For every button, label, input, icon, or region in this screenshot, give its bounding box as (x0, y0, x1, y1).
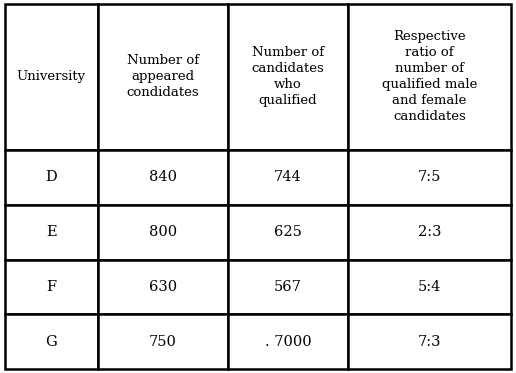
Bar (98, 150, 228, 205)
Text: 625: 625 (274, 225, 302, 239)
Bar (348, 314, 511, 369)
Bar (98, 4, 228, 150)
Text: 567: 567 (274, 280, 302, 294)
Text: 7:5: 7:5 (417, 170, 441, 184)
Bar (98, 205, 228, 260)
Bar (348, 205, 511, 260)
Bar (5, 260, 98, 314)
Bar (228, 4, 348, 150)
Bar (228, 150, 348, 205)
Text: Number of
appeared
condidates: Number of appeared condidates (126, 54, 199, 99)
Text: 5:4: 5:4 (417, 280, 441, 294)
Text: 630: 630 (149, 280, 177, 294)
Text: 800: 800 (149, 225, 177, 239)
Bar (228, 314, 348, 369)
Bar (5, 4, 98, 150)
Bar (348, 260, 511, 314)
Bar (98, 260, 228, 314)
Bar (348, 4, 511, 150)
Text: Number of
candidates
who
qualified: Number of candidates who qualified (251, 46, 324, 107)
Text: F: F (46, 280, 56, 294)
Bar (5, 150, 98, 205)
Text: 7:3: 7:3 (417, 335, 441, 349)
Text: Respective
ratio of
number of
qualified male
and female
candidates: Respective ratio of number of qualified … (382, 30, 477, 123)
Text: 744: 744 (274, 170, 302, 184)
Text: . 7000: . 7000 (265, 335, 311, 349)
Text: 750: 750 (149, 335, 177, 349)
Text: 840: 840 (149, 170, 177, 184)
Text: E: E (46, 225, 57, 239)
Bar (348, 150, 511, 205)
Text: D: D (45, 170, 57, 184)
Text: G: G (45, 335, 57, 349)
Bar (228, 205, 348, 260)
Bar (5, 205, 98, 260)
Bar (228, 260, 348, 314)
Text: University: University (17, 70, 86, 83)
Text: 2:3: 2:3 (417, 225, 441, 239)
Bar (5, 314, 98, 369)
Bar (98, 314, 228, 369)
